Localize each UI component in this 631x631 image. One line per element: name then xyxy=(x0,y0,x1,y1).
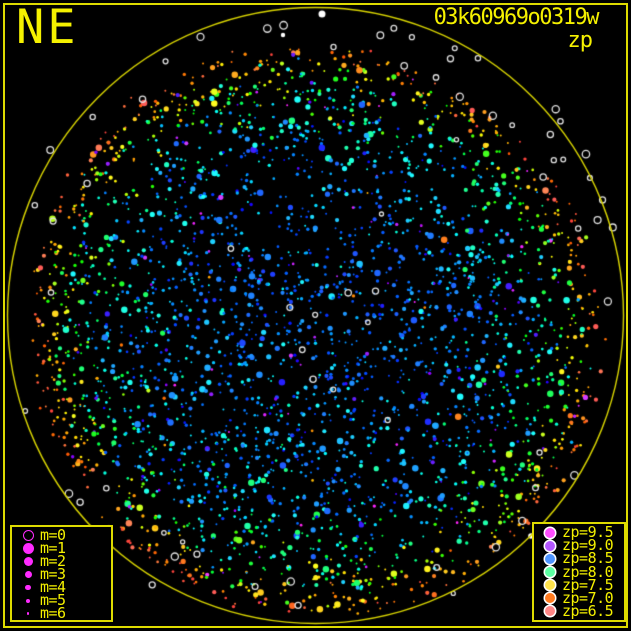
filled-circle-icon xyxy=(26,612,30,615)
colorbar-variable-label: zp xyxy=(567,28,593,53)
magnitude-label: m=1 xyxy=(40,539,66,557)
zp-label: zp=6.5 xyxy=(562,601,614,620)
zp-legend: zp=9.5 zp=9.0 zp=8.5 zp=8.0 zp=7.5 zp=7.0 zp=6… xyxy=(532,522,626,622)
zp-color-swatch-icon xyxy=(545,553,555,564)
legend-row: zp=8.5 xyxy=(540,549,624,568)
plot-title: 03k60969o0319w xyxy=(433,5,600,30)
zp-color-swatch-icon xyxy=(545,540,555,551)
magnitude-label: m=2 xyxy=(40,552,66,570)
magnitude-label: m=4 xyxy=(40,578,66,596)
zp-label: zp=8.5 xyxy=(562,549,614,568)
magnitude-legend: m=0 m=1 m=2 m=3 m=4 m=5 m=6 xyxy=(10,525,113,622)
zp-symbol xyxy=(540,567,560,577)
magnitude-label: m=0 xyxy=(40,526,66,544)
filled-circle-icon xyxy=(26,598,30,603)
zp-color-swatch-icon xyxy=(545,567,555,577)
legend-row: m=5 xyxy=(18,591,111,609)
legend-row: zp=9.0 xyxy=(540,536,624,555)
zp-label: zp=9.5 xyxy=(562,523,614,542)
legend-row: zp=7.0 xyxy=(540,588,624,607)
filled-circle-icon xyxy=(25,584,31,591)
zp-label: zp=7.0 xyxy=(562,588,614,607)
legend-row: zp=7.5 xyxy=(540,575,624,594)
legend-row: m=3 xyxy=(18,565,111,583)
open-circle-icon xyxy=(22,530,34,541)
filled-circle-icon xyxy=(22,543,34,554)
legend-row: m=1 xyxy=(18,539,111,557)
magnitude-symbol xyxy=(18,557,38,566)
filled-circle-icon xyxy=(23,557,33,566)
zp-symbol xyxy=(540,580,560,591)
magnitude-label: m=5 xyxy=(40,591,66,609)
legend-row: zp=6.5 xyxy=(540,601,624,620)
magnitude-symbol xyxy=(18,571,38,578)
zp-symbol xyxy=(540,540,560,551)
zp-label: zp=7.5 xyxy=(562,575,614,594)
zp-symbol xyxy=(540,593,560,604)
magnitude-label: m=3 xyxy=(40,565,66,583)
zp-color-swatch-icon xyxy=(545,580,555,591)
zp-symbol xyxy=(540,606,560,617)
legend-row: zp=8.0 xyxy=(540,562,624,581)
legend-row: m=6 xyxy=(18,604,111,622)
legend-row: m=2 xyxy=(18,552,111,570)
magnitude-label: m=6 xyxy=(40,604,66,622)
zp-symbol xyxy=(540,553,560,564)
zp-label: zp=8.0 xyxy=(562,562,614,581)
magnitude-symbol xyxy=(18,530,38,541)
zp-color-swatch-icon xyxy=(545,593,555,604)
zp-symbol xyxy=(540,527,560,538)
filled-circle-icon xyxy=(24,571,32,578)
magnitude-symbol xyxy=(18,584,38,591)
zp-label: zp=9.0 xyxy=(562,536,614,555)
field-orientation-label: NE xyxy=(16,0,79,55)
legend-row: m=0 xyxy=(18,526,111,544)
magnitude-symbol xyxy=(18,598,38,603)
magnitude-symbol xyxy=(18,543,38,554)
magnitude-symbol xyxy=(18,612,38,615)
zp-color-swatch-icon xyxy=(545,606,555,617)
legend-row: zp=9.5 xyxy=(540,523,624,542)
legend-row: m=4 xyxy=(18,578,111,596)
zp-color-swatch-icon xyxy=(545,527,555,538)
